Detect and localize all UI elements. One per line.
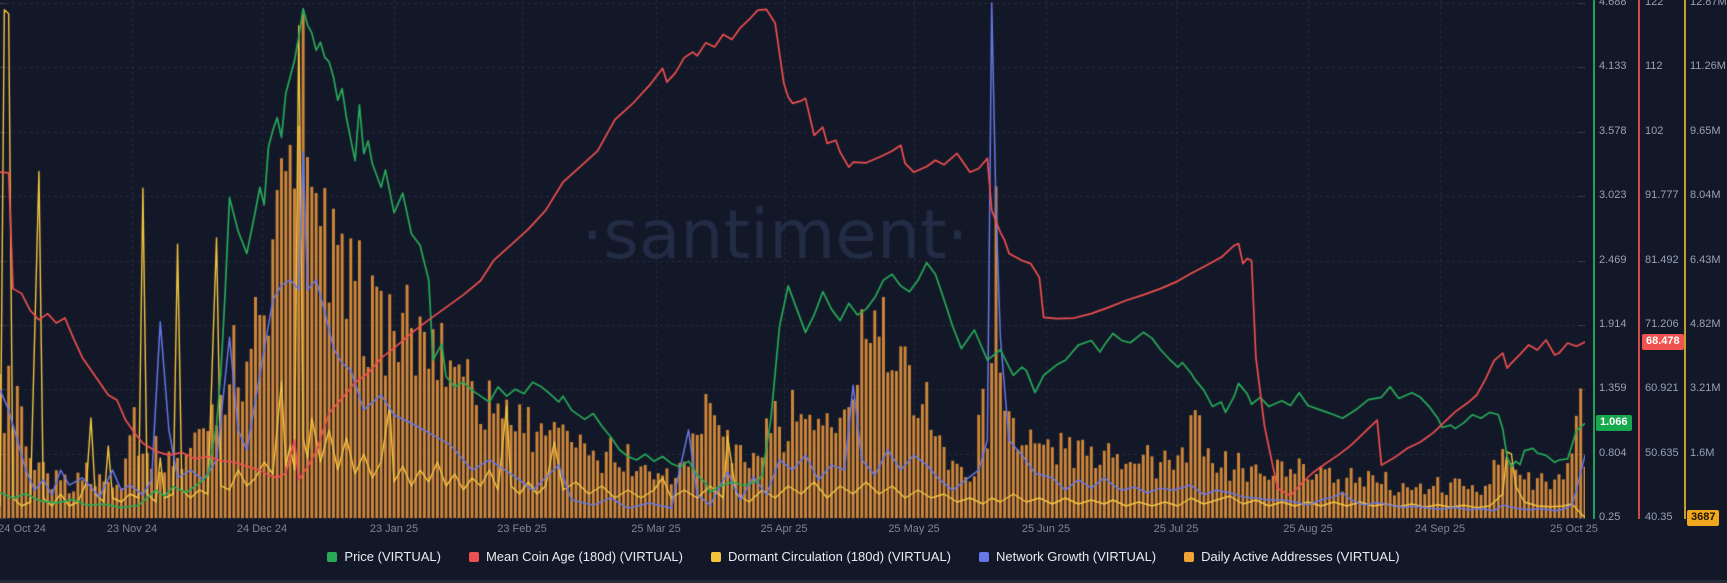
x-axis-label: 23 Jan 25 [369, 523, 419, 535]
x-axis-label: 25 May 25 [888, 523, 940, 535]
x-axis-label: 25 Oct 25 [1550, 523, 1598, 535]
y-axis-tick-label-dormant: 4.82M [1690, 317, 1721, 330]
legend-item-daa[interactable]: Daily Active Addresses (VIRTUAL) [1184, 549, 1400, 564]
x-axis-label: 25 Apr 25 [760, 523, 808, 535]
y-axis-tick-label-dormant: 11.26M [1690, 60, 1726, 73]
y-axis-tick-label-coin_age: 91.777 [1645, 189, 1679, 202]
y-axis-tick-label-coin_age: 71.206 [1645, 317, 1679, 330]
x-axis-label: 24 Oct 24 [0, 523, 46, 535]
current-value-badge-coin_age: 68.478 [1642, 333, 1684, 350]
x-axis-label: 25 Aug 25 [1283, 523, 1333, 535]
x-axis: 24 Oct 24 23 Nov 24 24 Dec 24 23 Jan 25 23 F… [0, 521, 1727, 541]
y-axis-tick-label-coin_age: 102 [1645, 124, 1664, 137]
legend-label-daa: Daily Active Addresses (VIRTUAL) [1201, 549, 1400, 564]
y-axis-tick-label-coin_age: 122 [1645, 0, 1664, 8]
legend-item-network_growth[interactable]: Network Growth (VIRTUAL) [979, 549, 1156, 564]
y-axis-tick-label-dormant: 6.43M [1690, 253, 1721, 266]
chart-plot-area[interactable] [0, 0, 1585, 520]
x-axis-label: 25 Jun 25 [1021, 523, 1071, 535]
y-axis-tick-label-coin_age: 50.635 [1645, 446, 1679, 459]
y-axis-tick-label-dormant: 12.87M [1690, 0, 1727, 8]
y-axis-tick-label-dormant: 8.04M [1690, 189, 1721, 202]
y-axis-tick-label-coin_age: 81.492 [1645, 253, 1679, 266]
x-axis-label: 25 Jul 25 [1153, 523, 1199, 535]
legend-item-dormant[interactable]: Dormant Circulation (180d) (VIRTUAL) [711, 549, 951, 564]
legend-label-dormant: Dormant Circulation (180d) (VIRTUAL) [728, 549, 951, 564]
x-axis-label: 24 Sep 25 [1414, 523, 1466, 535]
y-axis-tick-label-dormant: 9.65M [1690, 124, 1721, 137]
current-value-badge-price: 1.066 [1596, 415, 1632, 432]
y-axis-tick-label-price: 0.804 [1599, 446, 1627, 459]
legend-swatch-daa [1184, 551, 1195, 562]
y-axis-tick-label-price: 3.023 [1599, 189, 1627, 202]
y-axis-tick-label-price: 2.469 [1599, 253, 1627, 266]
x-axis-label: 23 Feb 25 [497, 523, 547, 535]
y-axis-tick-label-price: 1.914 [1599, 317, 1627, 330]
legend-item-coin_age[interactable]: Mean Coin Age (180d) (VIRTUAL) [468, 549, 683, 564]
legend-item-price[interactable]: Price (VIRTUAL) [327, 549, 441, 564]
legend-swatch-dormant [711, 551, 721, 562]
x-axis-label: 25 Mar 25 [631, 523, 681, 535]
legend-swatch-coin_age [468, 551, 479, 562]
bottom-edge-divider [0, 580, 1727, 583]
y-axis-tick-label-dormant: 3.21M [1690, 382, 1721, 395]
legend-swatch-network_growth [979, 551, 989, 562]
y-axis-tick-label-price: 3.578 [1599, 124, 1627, 137]
y-axis-line-price [1593, 0, 1595, 519]
legend-label-coin_age: Mean Coin Age (180d) (VIRTUAL) [485, 549, 683, 564]
y-axis-tick-label-price: 4.133 [1599, 60, 1627, 73]
y-axis-line-coin_age [1638, 0, 1640, 519]
y-axis-tick-label-coin_age: 112 [1645, 60, 1663, 73]
y-axis-tick-label-price: 4.688 [1599, 0, 1627, 8]
x-axis-label: 23 Nov 24 [106, 523, 158, 535]
legend-label-network_growth: Network Growth (VIRTUAL) [996, 549, 1157, 564]
chart-canvas[interactable] [0, 0, 1585, 520]
x-axis-label: 24 Dec 24 [236, 523, 288, 535]
y-axis-tick-label-coin_age: 60.921 [1645, 382, 1679, 395]
legend: Price (VIRTUAL) Mean Coin Age (180d) (VIR… [0, 549, 1727, 564]
y-axis-tick-label-price: 1.359 [1599, 382, 1627, 395]
y-axis-line-dormant [1684, 0, 1686, 519]
y-axis-tick-label-dormant: 1.6M [1690, 446, 1715, 459]
legend-swatch-price [327, 551, 338, 562]
legend-label-price: Price (VIRTUAL) [344, 549, 441, 564]
